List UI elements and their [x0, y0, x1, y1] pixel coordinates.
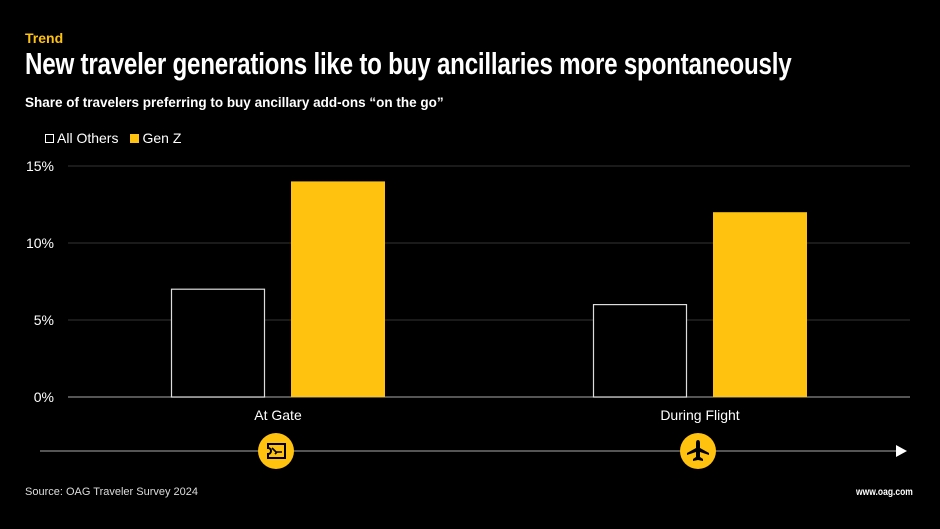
legend-item-all-others: All Others	[45, 130, 118, 146]
page-title: New traveler generations like to buy anc…	[25, 46, 792, 81]
x-tick-label: During Flight	[660, 407, 739, 423]
y-tick-label: 15%	[26, 158, 54, 174]
legend-swatch-gen-z	[130, 133, 140, 143]
legend-label: All Others	[57, 130, 119, 146]
legend: All Others Gen Z	[45, 130, 181, 146]
y-tick-label: 5%	[34, 312, 54, 328]
subtitle: Share of travelers preferring to buy anc…	[25, 95, 444, 110]
airplane-icon	[687, 440, 709, 461]
x-tick-label: At Gate	[254, 407, 302, 423]
boarding-pass-icon	[267, 443, 286, 459]
bar-gen-z	[291, 181, 385, 397]
bar-all-others	[170, 288, 266, 398]
y-tick-label: 10%	[26, 235, 54, 251]
bar-all-others	[592, 304, 688, 398]
legend-label: Gen Z	[142, 130, 182, 146]
timeline-arrow-icon	[896, 445, 907, 457]
legend-swatch-all-others	[45, 133, 54, 143]
y-tick-label: 0%	[34, 389, 54, 405]
bar-gen-z	[713, 212, 807, 397]
kicker-label: Trend	[25, 30, 64, 46]
legend-item-gen-z: Gen Z	[130, 130, 181, 146]
boarding-pass-plane-glyph	[271, 447, 282, 455]
website-url: www.oag.com	[856, 487, 913, 498]
source-note: Source: OAG Traveler Survey 2024	[25, 486, 199, 498]
